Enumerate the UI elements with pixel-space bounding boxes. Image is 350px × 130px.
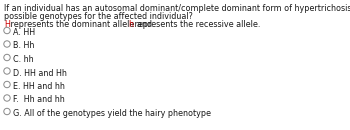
Circle shape [4,108,10,115]
Circle shape [4,54,10,61]
Text: D. HH and Hh: D. HH and Hh [13,69,66,77]
Text: If an individual has an autosomal dominant/complete dominant form of hypertricho: If an individual has an autosomal domina… [4,4,350,13]
Text: B. Hh: B. Hh [13,41,34,50]
Circle shape [4,41,10,47]
Text: A. HH: A. HH [13,28,35,37]
Text: h: h [128,20,133,29]
Circle shape [4,68,10,74]
Circle shape [4,81,10,88]
Text: possible genotypes for the affected individual?: possible genotypes for the affected indi… [4,12,193,21]
Text: represents the dominant allele and: represents the dominant allele and [8,20,155,29]
Text: H: H [4,20,10,29]
Text: G. All of the genotypes yield the hairy phenotype: G. All of the genotypes yield the hairy … [13,109,211,118]
Text: F.  Hh and hh: F. Hh and hh [13,96,64,105]
Circle shape [4,95,10,101]
Text: represents the recessive allele.: represents the recessive allele. [133,20,261,29]
Circle shape [4,27,10,34]
Text: C. hh: C. hh [13,55,33,64]
Text: E. HH and hh: E. HH and hh [13,82,64,91]
